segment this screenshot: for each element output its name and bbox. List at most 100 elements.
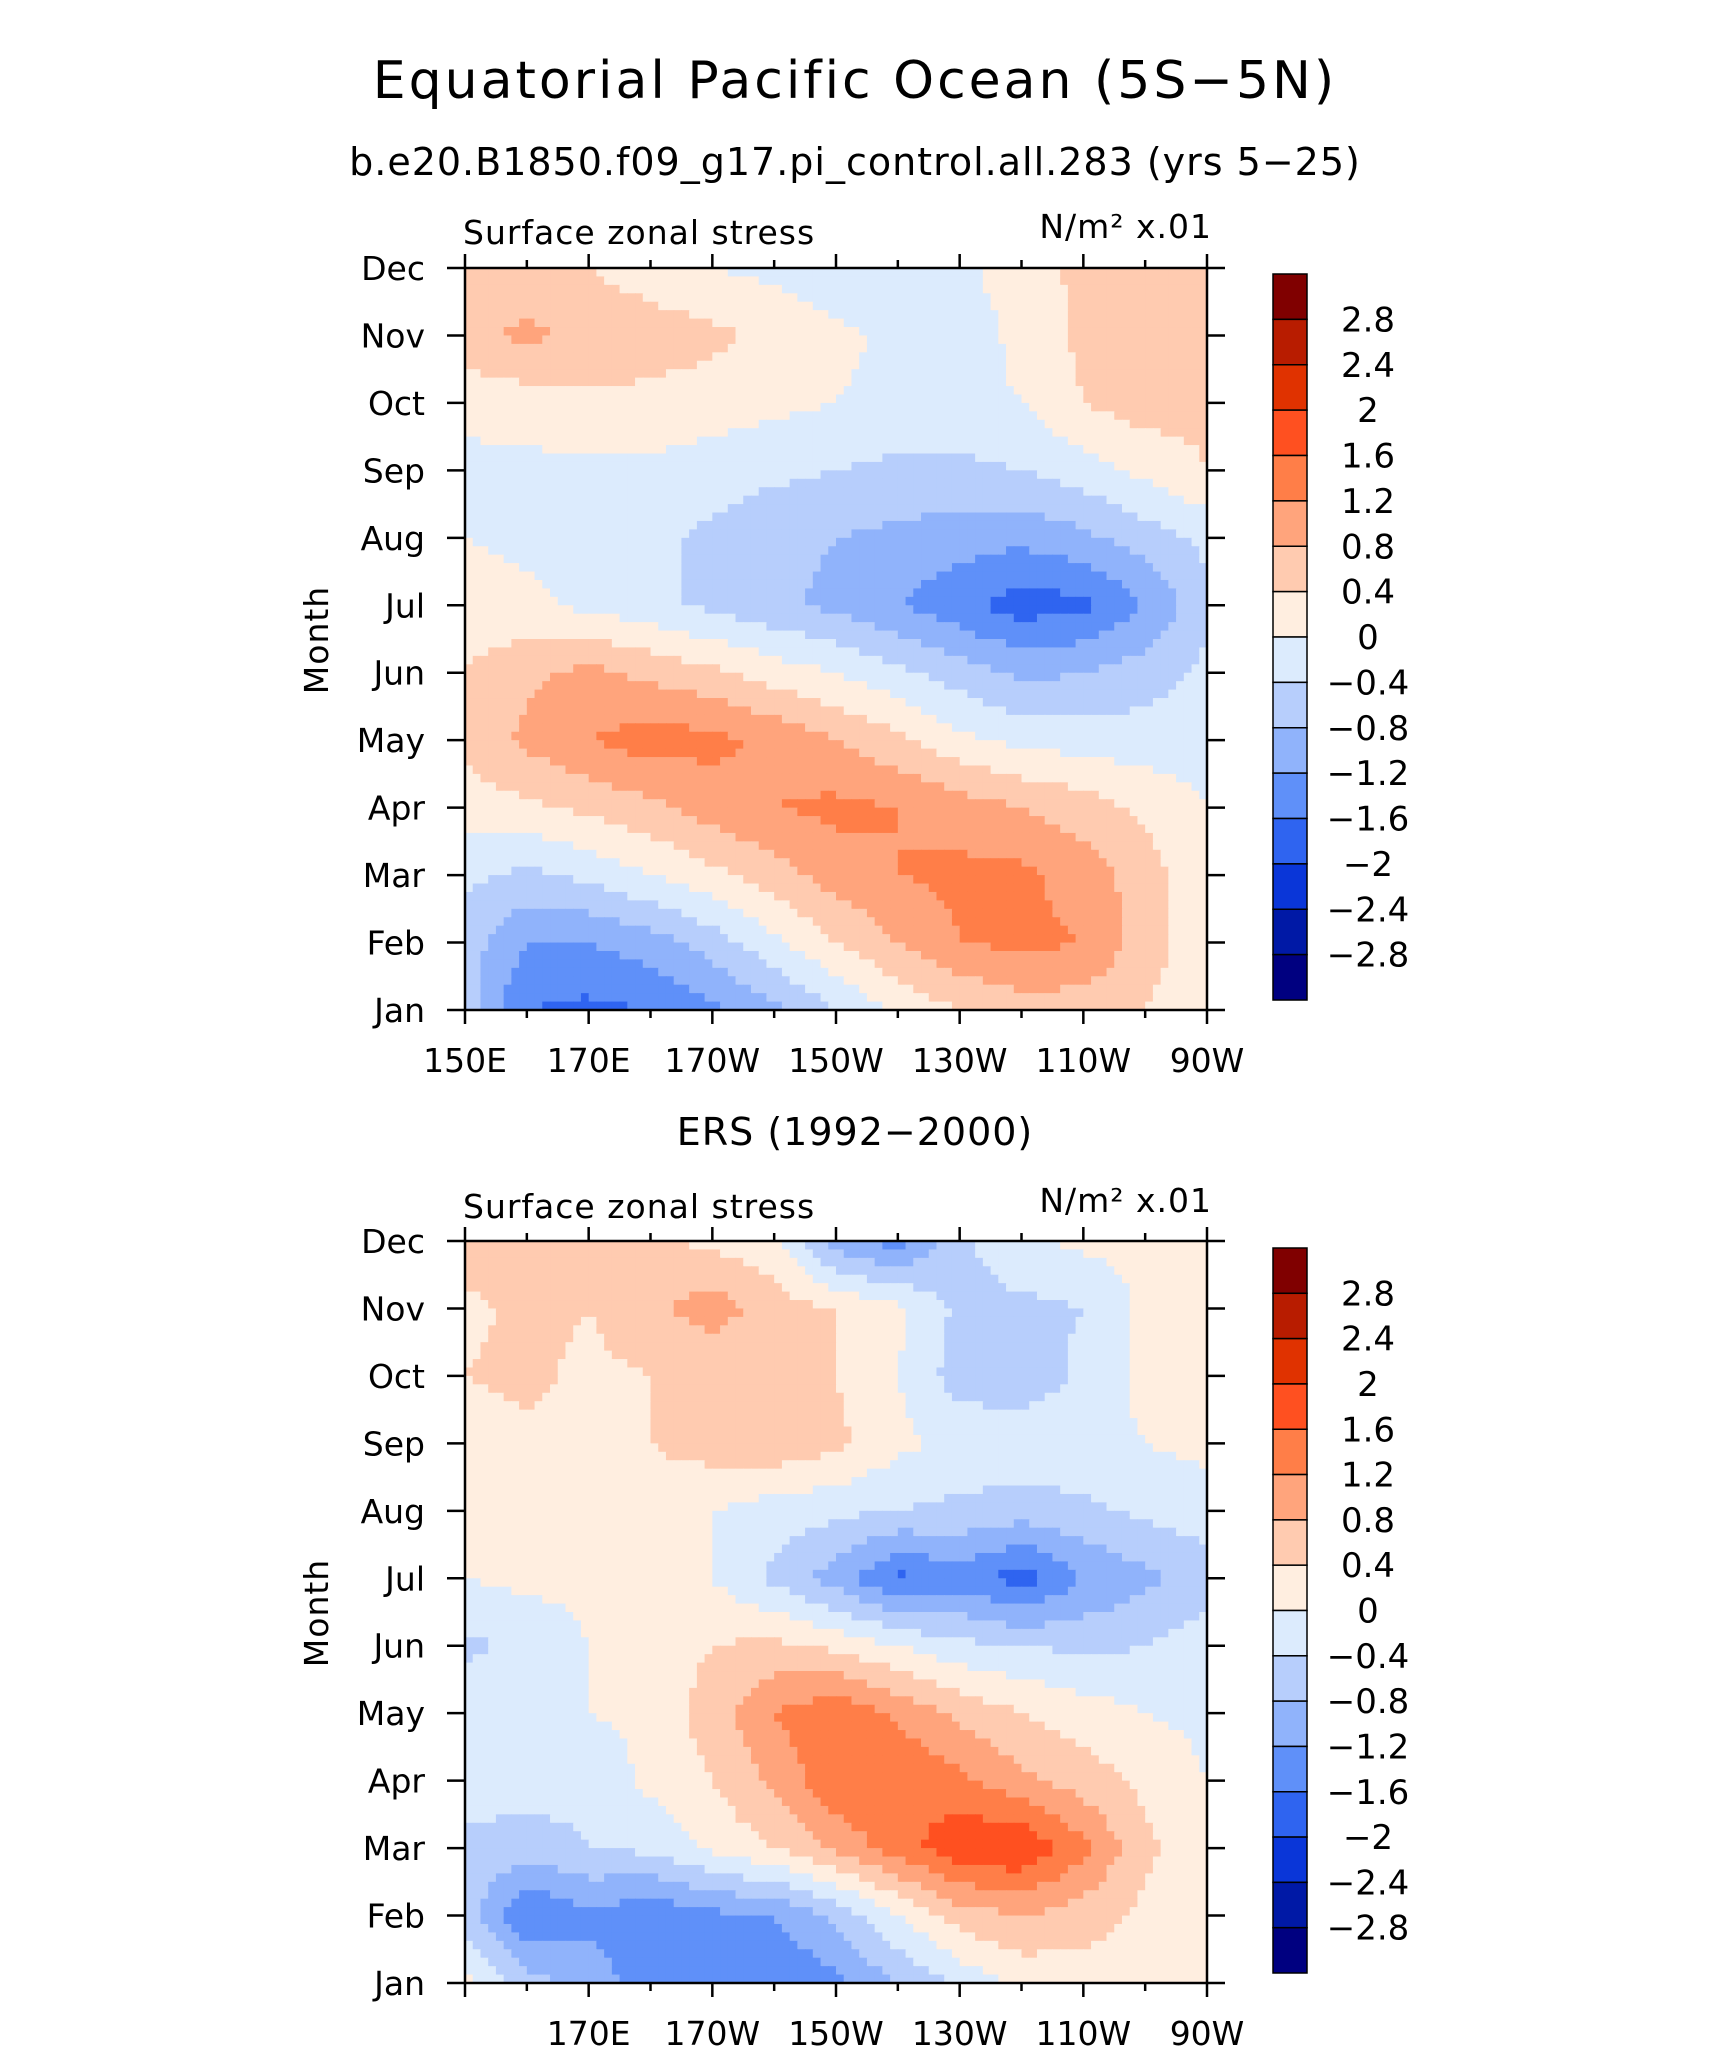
- contour-cell: [936, 453, 945, 463]
- contour-cell: [913, 639, 922, 649]
- contour-cell: [982, 537, 992, 547]
- contour-cell: [673, 327, 683, 337]
- contour-cell: [673, 596, 683, 606]
- contour-cell: [936, 613, 945, 623]
- contour-cell: [689, 579, 698, 590]
- contour-cell: [534, 360, 543, 370]
- contour-cell: [519, 698, 528, 708]
- contour-cell: [859, 436, 868, 446]
- contour-cell: [1152, 504, 1162, 514]
- contour-cell: [936, 605, 945, 615]
- contour-cell: [812, 301, 822, 311]
- contour-cell: [1044, 605, 1054, 615]
- contour-cell: [503, 571, 512, 581]
- contour-cell: [1060, 478, 1069, 488]
- contour-cell: [758, 520, 768, 530]
- contour-cell: [511, 529, 520, 539]
- contour-cell: [982, 512, 992, 522]
- contour-cell: [1021, 419, 1030, 429]
- contour-cell: [1098, 495, 1108, 505]
- contour-cell: [1168, 343, 1177, 353]
- contour-cell: [921, 512, 930, 522]
- contour-cell: [534, 529, 543, 539]
- contour-cell: [604, 428, 613, 438]
- contour-cell: [704, 470, 713, 480]
- contour-cell: [1098, 579, 1108, 590]
- contour-cell: [1006, 630, 1015, 640]
- contour-cell: [1114, 335, 1123, 345]
- contour-cell: [465, 402, 474, 412]
- contour-cell: [573, 411, 582, 421]
- contour-cell: [573, 310, 582, 320]
- contour-cell: [565, 436, 574, 446]
- contour-cell: [1168, 639, 1177, 649]
- contour-cell: [665, 630, 675, 640]
- contour-cell: [928, 605, 938, 615]
- contour-cell: [1052, 605, 1061, 615]
- contour-cell: [727, 310, 737, 320]
- contour-cell: [488, 563, 497, 573]
- contour-cell: [1145, 461, 1154, 471]
- contour-cell: [1036, 596, 1046, 606]
- contour-cell: [526, 360, 536, 370]
- contour-cell: [588, 360, 597, 370]
- contour-cell: [642, 639, 652, 649]
- contour-cell: [743, 495, 752, 505]
- contour-cell: [975, 377, 984, 387]
- contour-cell: [982, 672, 992, 682]
- contour-cell: [866, 301, 876, 311]
- contour-cell: [1106, 293, 1115, 303]
- contour-cell: [913, 436, 922, 446]
- contour-cell: [1121, 622, 1131, 632]
- contour-cell: [611, 394, 621, 404]
- contour-cell: [758, 318, 768, 328]
- contour-cell: [712, 554, 721, 564]
- contour-cell: [928, 377, 938, 387]
- contour-cell: [828, 487, 837, 497]
- contour-cell: [750, 520, 760, 530]
- contour-cell: [1129, 352, 1139, 362]
- contour-cell: [735, 470, 744, 480]
- contour-cell: [619, 630, 628, 640]
- contour-cell: [1044, 681, 1054, 691]
- contour-cell: [503, 335, 512, 345]
- contour-cell: [696, 428, 706, 438]
- contour-cell: [1176, 664, 1185, 674]
- contour-cell: [1199, 546, 1208, 556]
- contour-cell: [866, 664, 876, 674]
- contour-cell: [951, 512, 961, 522]
- contour-cell: [1168, 419, 1177, 429]
- contour-cell: [619, 546, 628, 556]
- contour-cell: [681, 504, 690, 514]
- contour-cell: [565, 655, 574, 665]
- contour-cell: [1106, 630, 1115, 640]
- contour-cell: [859, 335, 868, 345]
- contour-cell: [928, 647, 938, 657]
- contour-cell: [1098, 419, 1108, 429]
- contour-cell: [843, 461, 853, 471]
- contour-cell: [720, 639, 729, 649]
- contour-cell: [557, 596, 567, 606]
- panel-model-plot: 150E 170E 170W 150W 130W 110W 90WJanFebMarAprM…: [357, 249, 1245, 1080]
- contour-cell: [913, 453, 922, 463]
- contour-cell: [465, 681, 474, 691]
- contour-cell: [1106, 428, 1115, 438]
- contour-cell: [1052, 579, 1061, 590]
- contour-cell: [797, 504, 806, 514]
- contour-cell: [480, 419, 489, 429]
- contour-cell: [951, 335, 961, 345]
- contour-cell: [1160, 681, 1169, 691]
- contour-cell: [727, 698, 737, 708]
- contour-cell: [851, 495, 860, 505]
- contour-cell: [866, 453, 876, 463]
- contour-cell: [488, 445, 497, 455]
- contour-cell: [704, 276, 713, 286]
- contour-cell: [465, 470, 474, 480]
- contour-cell: [897, 639, 907, 649]
- contour-cell: [526, 284, 536, 294]
- contour-cell: [758, 596, 768, 606]
- contour-cell: [503, 630, 512, 640]
- contour-cell: [472, 386, 482, 396]
- contour-cell: [890, 293, 899, 303]
- contour-cell: [758, 268, 768, 278]
